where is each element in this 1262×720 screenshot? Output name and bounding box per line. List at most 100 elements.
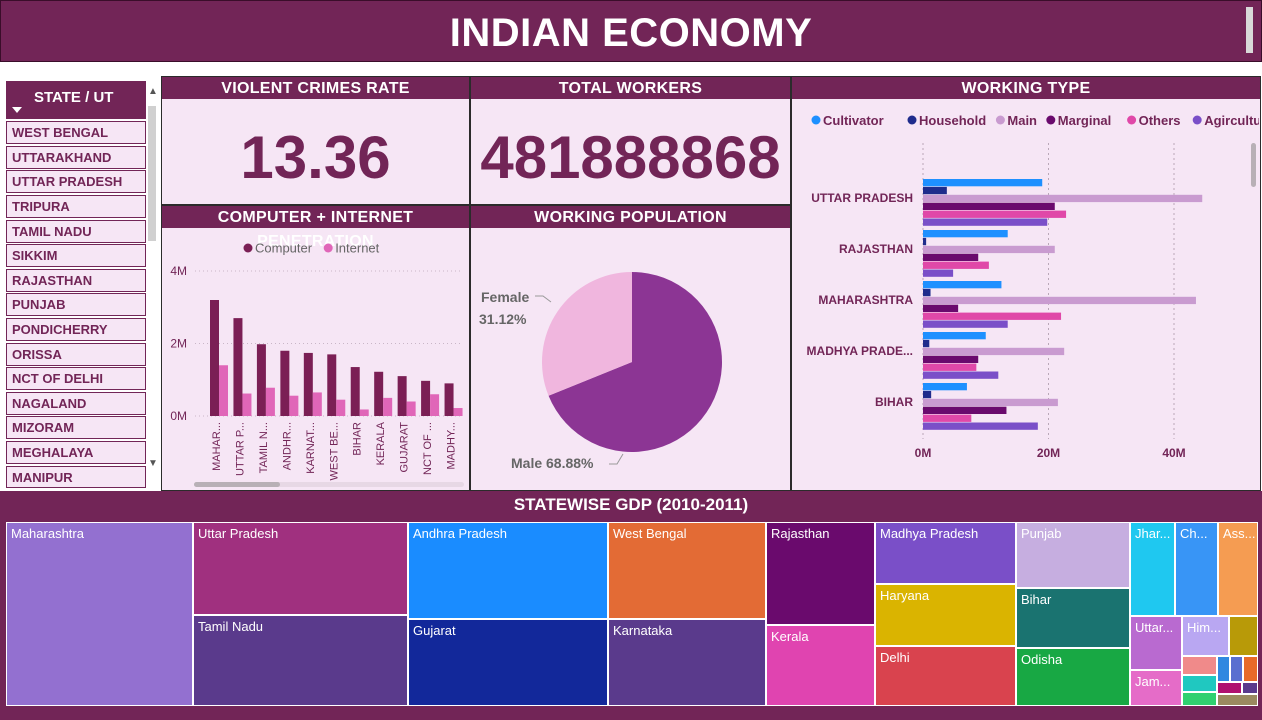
scrollbar-thumb[interactable]: [1251, 143, 1256, 187]
bar-internet[interactable]: [359, 409, 369, 416]
bar-agircultural[interactable]: [923, 422, 1038, 430]
bar-main[interactable]: [923, 398, 1058, 407]
slicer-item[interactable]: SIKKIM: [6, 244, 146, 267]
treemap-tile-small[interactable]: [1182, 675, 1217, 692]
bar-others[interactable]: [923, 363, 977, 371]
bar-agircultural[interactable]: [923, 320, 1008, 328]
bar-household[interactable]: [923, 186, 947, 195]
treemap-tile[interactable]: Tamil Nadu: [193, 615, 408, 706]
slicer-item[interactable]: MIZORAM: [6, 416, 146, 439]
bar-agircultural[interactable]: [923, 269, 954, 277]
bar-agircultural[interactable]: [923, 218, 1048, 226]
bar-computer[interactable]: [397, 376, 407, 416]
treemap-tile-small[interactable]: [1182, 656, 1217, 675]
scrollbar-thumb[interactable]: [194, 482, 280, 487]
bar-computer[interactable]: [350, 367, 360, 416]
bar-computer[interactable]: [374, 371, 384, 416]
pie-slice-female[interactable]: [542, 272, 632, 396]
bar-internet[interactable]: [406, 401, 416, 417]
chevron-down-icon[interactable]: ▼: [148, 458, 158, 469]
treemap-tile[interactable]: Jam...: [1130, 670, 1182, 706]
bar-internet[interactable]: [383, 397, 393, 416]
bar-main[interactable]: [923, 296, 1196, 305]
slicer-item[interactable]: TRIPURA: [6, 195, 146, 218]
treemap-tile[interactable]: Uttar...: [1130, 616, 1182, 670]
scrollbar[interactable]: [1246, 7, 1253, 53]
bar-cultivator[interactable]: [923, 281, 1002, 289]
bar-internet[interactable]: [265, 387, 275, 416]
treemap-tile[interactable]: Haryana: [875, 584, 1016, 646]
bar-computer[interactable]: [303, 352, 313, 416]
treemap-tile[interactable]: Him...: [1182, 616, 1229, 656]
bar-cultivator[interactable]: [923, 332, 986, 340]
bar-main[interactable]: [923, 194, 1203, 203]
bar-cultivator[interactable]: [923, 230, 1008, 238]
bar-internet[interactable]: [242, 393, 252, 416]
slicer-item[interactable]: PUNJAB: [6, 293, 146, 316]
slicer-item[interactable]: TAMIL NADU: [6, 220, 146, 243]
bar-computer[interactable]: [327, 354, 337, 416]
bar-computer[interactable]: [256, 344, 266, 416]
treemap-tile[interactable]: Maharashtra: [6, 522, 193, 706]
treemap-tile[interactable]: Odisha: [1016, 648, 1130, 706]
treemap-tile[interactable]: West Bengal: [608, 522, 766, 619]
bar-internet[interactable]: [219, 365, 228, 416]
bar-marginal[interactable]: [923, 304, 959, 312]
slicer-item[interactable]: WEST BENGAL: [6, 121, 146, 144]
bar-cultivator[interactable]: [923, 383, 967, 391]
treemap-tile[interactable]: Punjab: [1016, 522, 1130, 588]
bar-others[interactable]: [923, 414, 972, 422]
bar-internet[interactable]: [430, 394, 440, 416]
slicer-item[interactable]: ORISSA: [6, 343, 146, 366]
treemap-tile-small[interactable]: [1242, 682, 1258, 694]
bar-main[interactable]: [923, 347, 1065, 356]
treemap-tile[interactable]: Ass...: [1218, 522, 1258, 616]
bar-computer[interactable]: [421, 380, 431, 416]
treemap-tile[interactable]: Jhar...: [1130, 522, 1175, 616]
slicer-item[interactable]: UTTAR PRADESH: [6, 170, 146, 193]
caret-down-icon[interactable]: [12, 107, 22, 113]
bar-marginal[interactable]: [923, 355, 979, 363]
bar-marginal[interactable]: [923, 202, 1055, 210]
treemap-tile[interactable]: Karnataka: [608, 619, 766, 706]
treemap-tile-small[interactable]: [1217, 694, 1258, 706]
bar-internet[interactable]: [453, 408, 463, 416]
treemap-tile[interactable]: Andhra Pradesh: [408, 522, 608, 619]
bar-others[interactable]: [923, 312, 1062, 320]
bar-computer[interactable]: [210, 300, 219, 416]
treemap-tile[interactable]: Uttar Pradesh: [193, 522, 408, 615]
slicer-item[interactable]: UTTARAKHAND: [6, 146, 146, 169]
bar-computer[interactable]: [444, 383, 454, 416]
slicer-item[interactable]: PONDICHERRY: [6, 318, 146, 341]
bar-household[interactable]: [923, 390, 932, 399]
treemap-tile[interactable]: Madhya Pradesh: [875, 522, 1016, 584]
bar-household[interactable]: [923, 288, 931, 297]
slicer-item[interactable]: NCT OF DELHI: [6, 367, 146, 390]
treemap-tile-small[interactable]: [1217, 682, 1242, 694]
slicer-header[interactable]: STATE / UT: [6, 81, 146, 119]
slicer-item[interactable]: RAJASTHAN: [6, 269, 146, 292]
bar-agircultural[interactable]: [923, 371, 999, 379]
bar-marginal[interactable]: [923, 406, 1007, 414]
bar-internet[interactable]: [312, 392, 322, 416]
slicer-item[interactable]: MANIPUR: [6, 466, 146, 488]
slicer-scrollbar[interactable]: [148, 106, 156, 241]
treemap-tile-small[interactable]: [1229, 616, 1258, 656]
treemap-tile[interactable]: Gujarat: [408, 619, 608, 706]
bar-others[interactable]: [923, 261, 989, 269]
bar-computer[interactable]: [233, 318, 243, 416]
chevron-up-icon[interactable]: ▲: [148, 86, 158, 97]
bar-others[interactable]: [923, 210, 1067, 218]
slicer-item[interactable]: MEGHALAYA: [6, 441, 146, 464]
treemap-tile[interactable]: Rajasthan: [766, 522, 875, 625]
pie-slice-male[interactable]: [548, 272, 722, 452]
bar-marginal[interactable]: [923, 253, 979, 261]
bar-computer[interactable]: [280, 350, 290, 416]
treemap-tile[interactable]: Bihar: [1016, 588, 1130, 648]
treemap-tile-small[interactable]: [1230, 656, 1243, 682]
bar-internet[interactable]: [289, 395, 299, 416]
treemap-tile[interactable]: Delhi: [875, 646, 1016, 706]
treemap-tile-small[interactable]: [1182, 692, 1217, 706]
treemap-tile-small[interactable]: [1243, 656, 1258, 682]
bar-household[interactable]: [923, 339, 930, 348]
